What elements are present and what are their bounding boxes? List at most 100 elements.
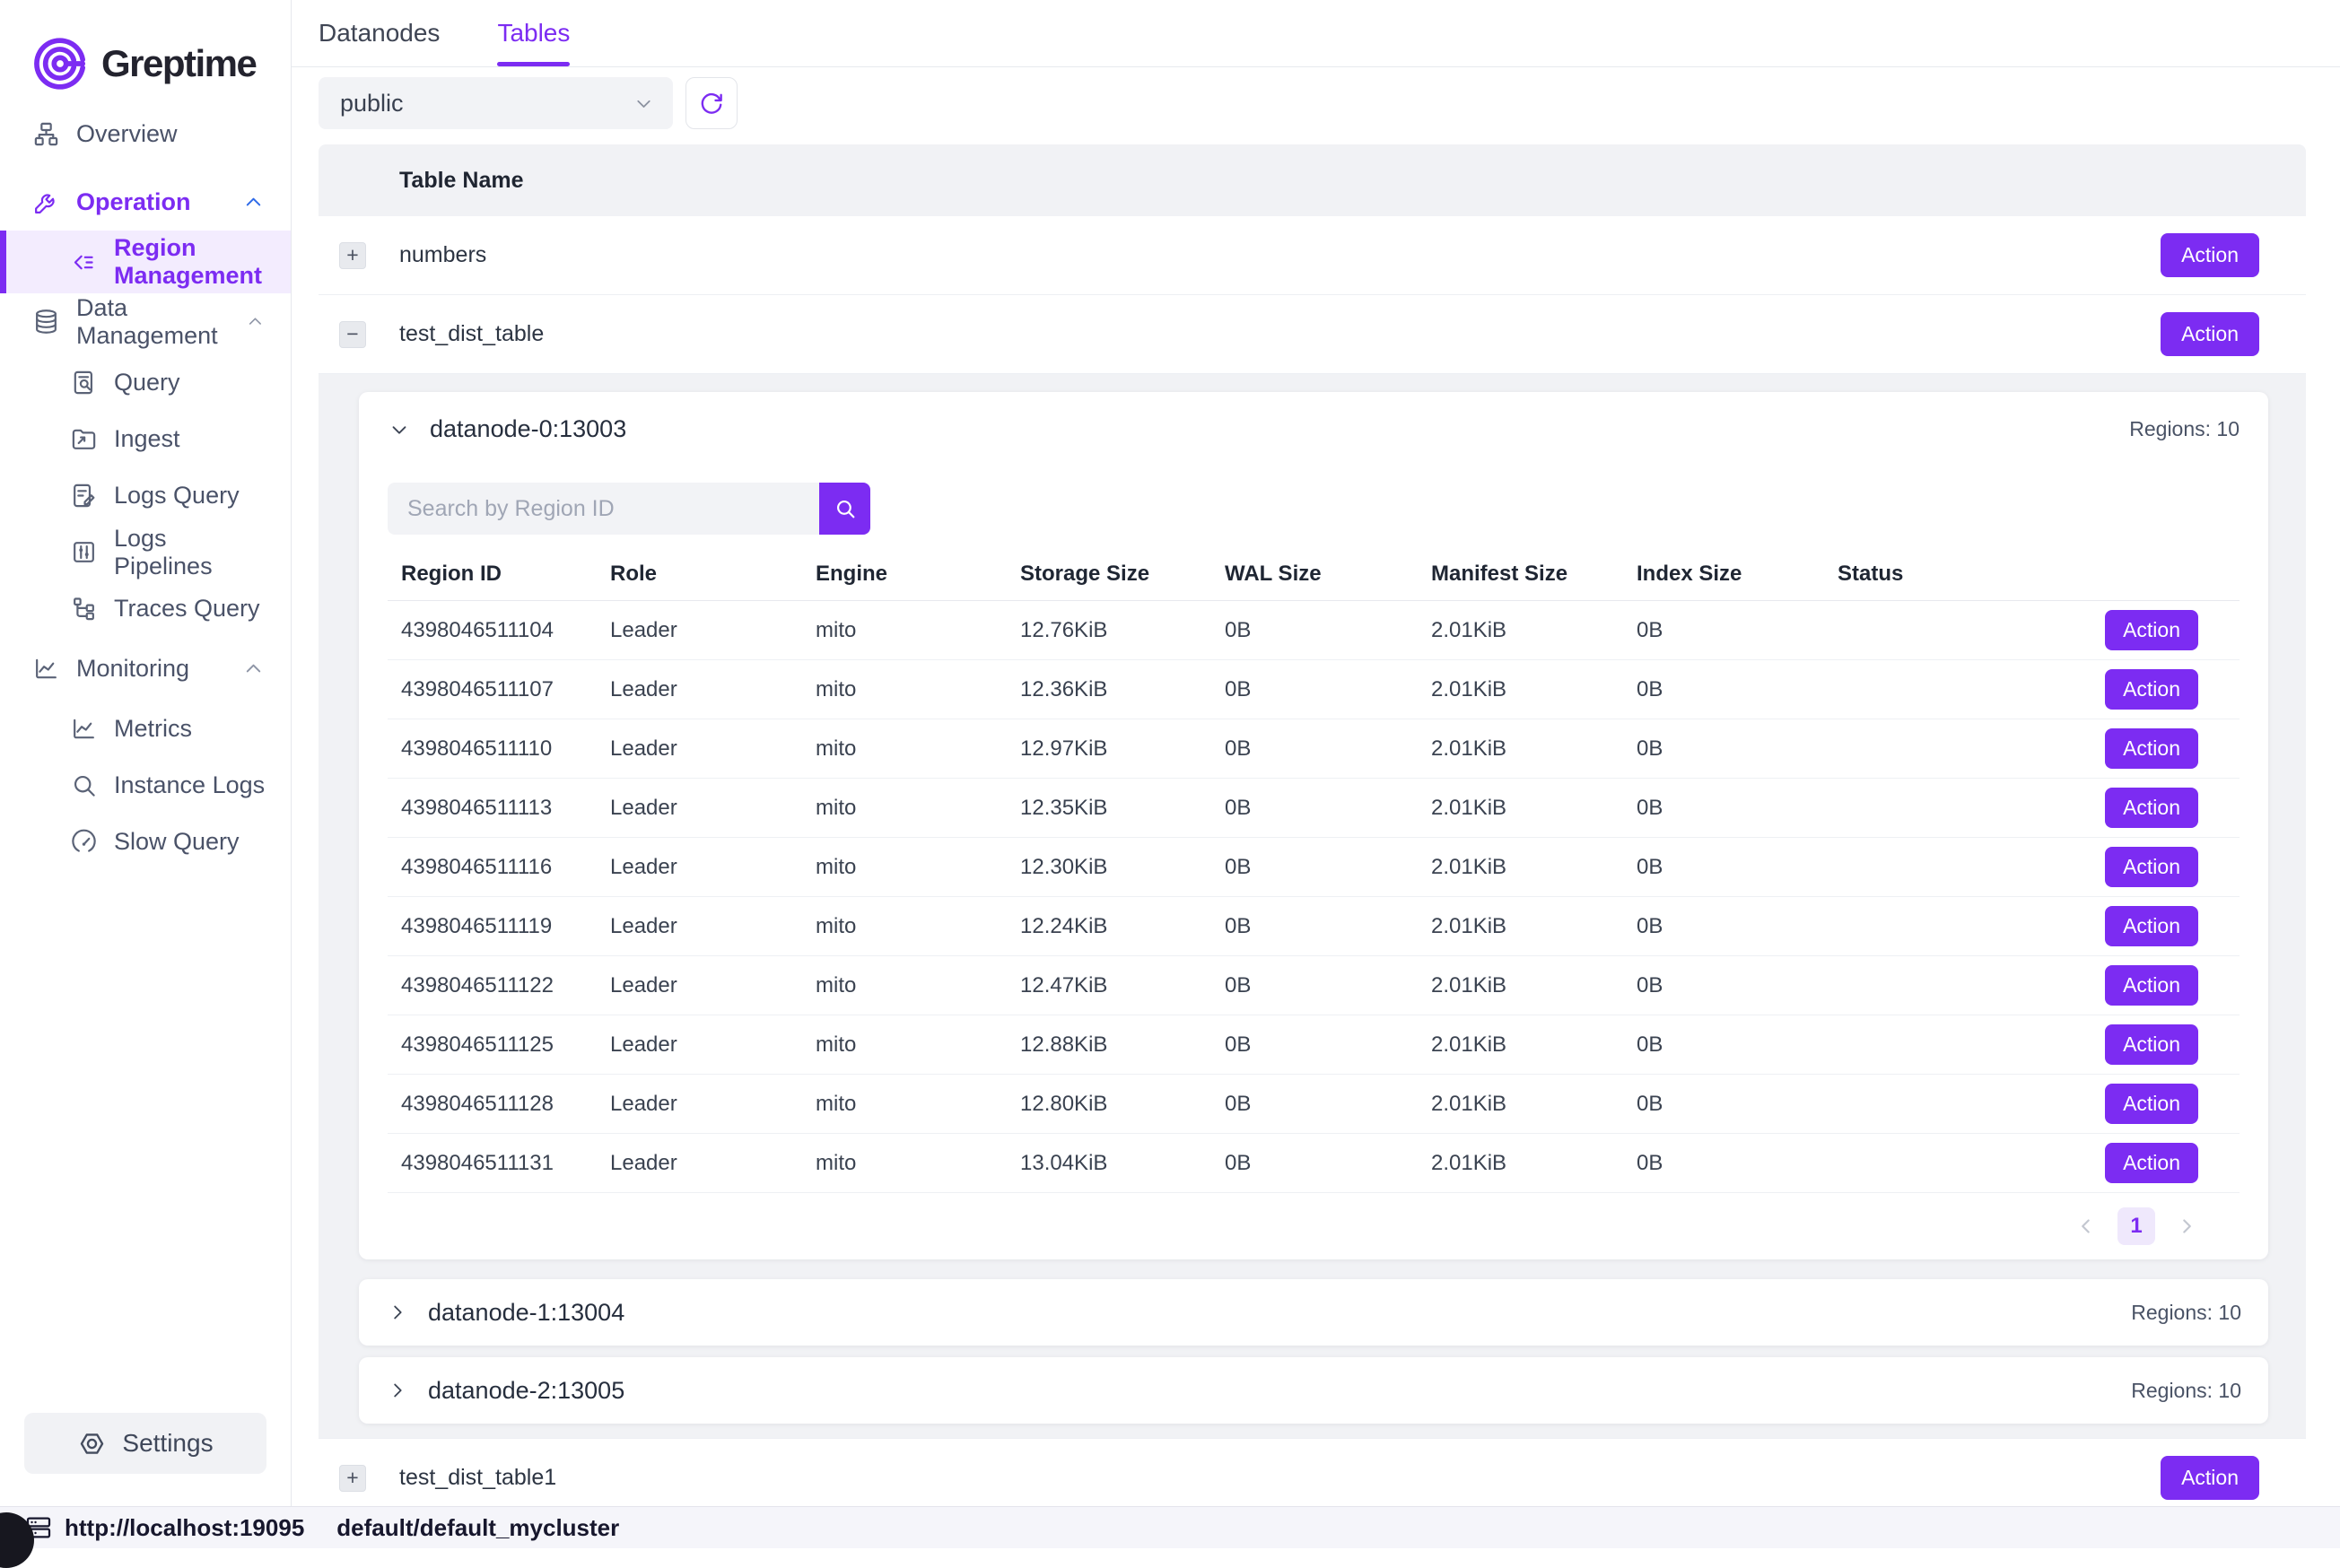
sidebar-item-overview[interactable]: Overview <box>0 106 291 162</box>
sidebar-item-logs-pipelines[interactable]: Logs Pipelines <box>0 524 291 580</box>
pagination-page-1[interactable]: 1 <box>2117 1207 2155 1245</box>
region-table-body: 4398046511104 Leader mito 12.76KiB 0B 2.01KiB… <box>388 601 2240 1193</box>
region-cell: 0B <box>1225 676 1252 701</box>
region-action-button[interactable]: Action <box>2105 1024 2198 1065</box>
region-cell: 12.80KiB <box>1020 1091 1108 1116</box>
region-cell: 12.35KiB <box>1020 795 1108 820</box>
region-cell: 0B <box>1637 736 1663 761</box>
sidebar-item-operation[interactable]: Operation <box>0 174 291 231</box>
cluster-name[interactable]: default/default_mycluster <box>336 1513 620 1541</box>
gear-icon <box>77 1429 107 1459</box>
folder-in-icon <box>70 425 98 453</box>
pagination-next-icon[interactable] <box>2175 1215 2198 1238</box>
region-cell: mito <box>816 854 857 879</box>
region-cell: 12.47KiB <box>1020 972 1108 997</box>
region-action-button[interactable]: Action <box>2105 847 2198 887</box>
region-cell: mito <box>816 617 857 642</box>
sidebar-item-logs-query[interactable]: Logs Query <box>0 467 291 524</box>
gauge-icon <box>70 828 98 856</box>
region-cell: 0B <box>1225 617 1252 642</box>
sidebar-item-slow-query[interactable]: Slow Query <box>0 814 291 870</box>
region-cell: 2.01KiB <box>1431 1032 1507 1057</box>
region-row: 4398046511128 Leader mito 12.80KiB 0B 2.01KiB… <box>388 1075 2240 1134</box>
expand-button[interactable]: + <box>339 241 366 269</box>
region-action-button[interactable]: Action <box>2105 669 2198 710</box>
table-action-button[interactable]: Action <box>2161 233 2259 277</box>
table-action-button[interactable]: Action <box>2161 312 2259 356</box>
pagination-prev-icon[interactable] <box>2074 1215 2098 1238</box>
region-search-button[interactable] <box>819 483 870 535</box>
region-action-button[interactable]: Action <box>2105 906 2198 946</box>
region-action-button[interactable]: Action <box>2105 1084 2198 1124</box>
datanode-2-header[interactable]: datanode-2:13005 Regions: 10 <box>386 1377 2241 1405</box>
region-cell: 4398046511119 <box>401 913 553 938</box>
tab-tables[interactable]: Tables <box>497 0 570 66</box>
region-cell: 4398046511116 <box>401 854 553 879</box>
sidebar-item-label: Metrics <box>114 715 192 742</box>
brand-name: Greptime <box>101 42 258 84</box>
chevron-down-icon <box>633 92 655 115</box>
region-cell: 4398046511107 <box>401 676 554 701</box>
regions-count: Regions: 10 <box>2131 1300 2241 1324</box>
datanode-0-header[interactable]: datanode-0:13003 Regions: 10 <box>388 415 2240 443</box>
expand-button[interactable]: + <box>339 1464 366 1492</box>
region-cell: 4398046511110 <box>401 736 553 761</box>
sidebar-item-region-management[interactable]: Region Management <box>0 231 291 293</box>
region-row: 4398046511131 Leader mito 13.04KiB 0B 2.01KiB… <box>388 1134 2240 1193</box>
doc-edit-icon <box>70 482 98 510</box>
brand-logo[interactable]: Greptime <box>0 0 291 106</box>
region-action-button[interactable]: Action <box>2105 610 2198 650</box>
regions-count: Regions: 10 <box>2129 417 2240 440</box>
sidebar-item-label: Traces Query <box>114 595 260 622</box>
table-name: numbers <box>399 242 487 267</box>
sidebar-item-data-management[interactable]: Data Management <box>0 293 291 350</box>
sidebar-item-label: Data Management <box>76 293 218 349</box>
region-cell: mito <box>816 736 857 761</box>
region-cell: 0B <box>1637 795 1663 820</box>
tab-datanodes[interactable]: Datanodes <box>319 19 441 47</box>
sidebar-item-instance-logs[interactable]: Instance Logs <box>0 757 291 814</box>
region-cell: 12.97KiB <box>1020 736 1108 761</box>
server-url[interactable]: http://localhost:19095 <box>24 1513 304 1542</box>
region-row: 4398046511110 Leader mito 12.97KiB 0B 2.01KiB… <box>388 719 2240 779</box>
database-select[interactable]: public <box>319 77 673 129</box>
region-cell: 0B <box>1225 795 1252 820</box>
chevron-right-icon <box>386 1379 409 1402</box>
sidebar-item-traces-query[interactable]: Traces Query <box>0 580 291 637</box>
region-cell: 0B <box>1225 854 1252 879</box>
region-cell: 2.01KiB <box>1431 972 1507 997</box>
database-icon <box>32 308 60 335</box>
region-cell: 12.88KiB <box>1020 1032 1108 1057</box>
region-cell: 2.01KiB <box>1431 795 1507 820</box>
region-cell: 12.30KiB <box>1020 854 1108 879</box>
chevron-up-icon <box>241 190 266 214</box>
refresh-button[interactable] <box>685 77 738 129</box>
region-action-button[interactable]: Action <box>2105 965 2198 1006</box>
region-cell: 0B <box>1637 1032 1663 1057</box>
region-action-cell: Action <box>2091 1024 2240 1065</box>
region-cell: 0B <box>1225 972 1252 997</box>
region-search-input[interactable] <box>388 483 819 535</box>
main-content: Datanodes Tables public Table Name + num… <box>292 0 2340 1506</box>
collapse-button[interactable]: − <box>339 320 366 348</box>
datanode-card-2: datanode-2:13005 Regions: 10 <box>359 1357 2268 1424</box>
sidebar-item-monitoring[interactable]: Monitoring <box>0 640 291 697</box>
region-action-button[interactable]: Action <box>2105 1143 2198 1183</box>
table-action-button[interactable]: Action <box>2161 1456 2259 1500</box>
sidebar-item-ingest[interactable]: Ingest <box>0 411 291 467</box>
region-action-button[interactable]: Action <box>2105 728 2198 769</box>
region-cell: 0B <box>1637 1091 1663 1116</box>
region-cell: 0B <box>1637 913 1663 938</box>
region-action-button[interactable]: Action <box>2105 788 2198 828</box>
datanode-1-header[interactable]: datanode-1:13004 Regions: 10 <box>386 1299 2241 1327</box>
sidebar-item-metrics[interactable]: Metrics <box>0 701 291 757</box>
region-cell: 0B <box>1225 913 1252 938</box>
region-cell: 0B <box>1637 854 1663 879</box>
sidebar: Greptime Overview Operation Region Managem… <box>0 0 292 1506</box>
magnifier-icon <box>70 771 98 799</box>
region-cell: 13.04KiB <box>1020 1150 1108 1175</box>
sidebar-item-query[interactable]: Query <box>0 354 291 411</box>
region-column-header: Role <box>610 561 658 586</box>
settings-button[interactable]: Settings <box>24 1413 266 1474</box>
region-row: 4398046511107 Leader mito 12.36KiB 0B 2.01KiB… <box>388 660 2240 719</box>
